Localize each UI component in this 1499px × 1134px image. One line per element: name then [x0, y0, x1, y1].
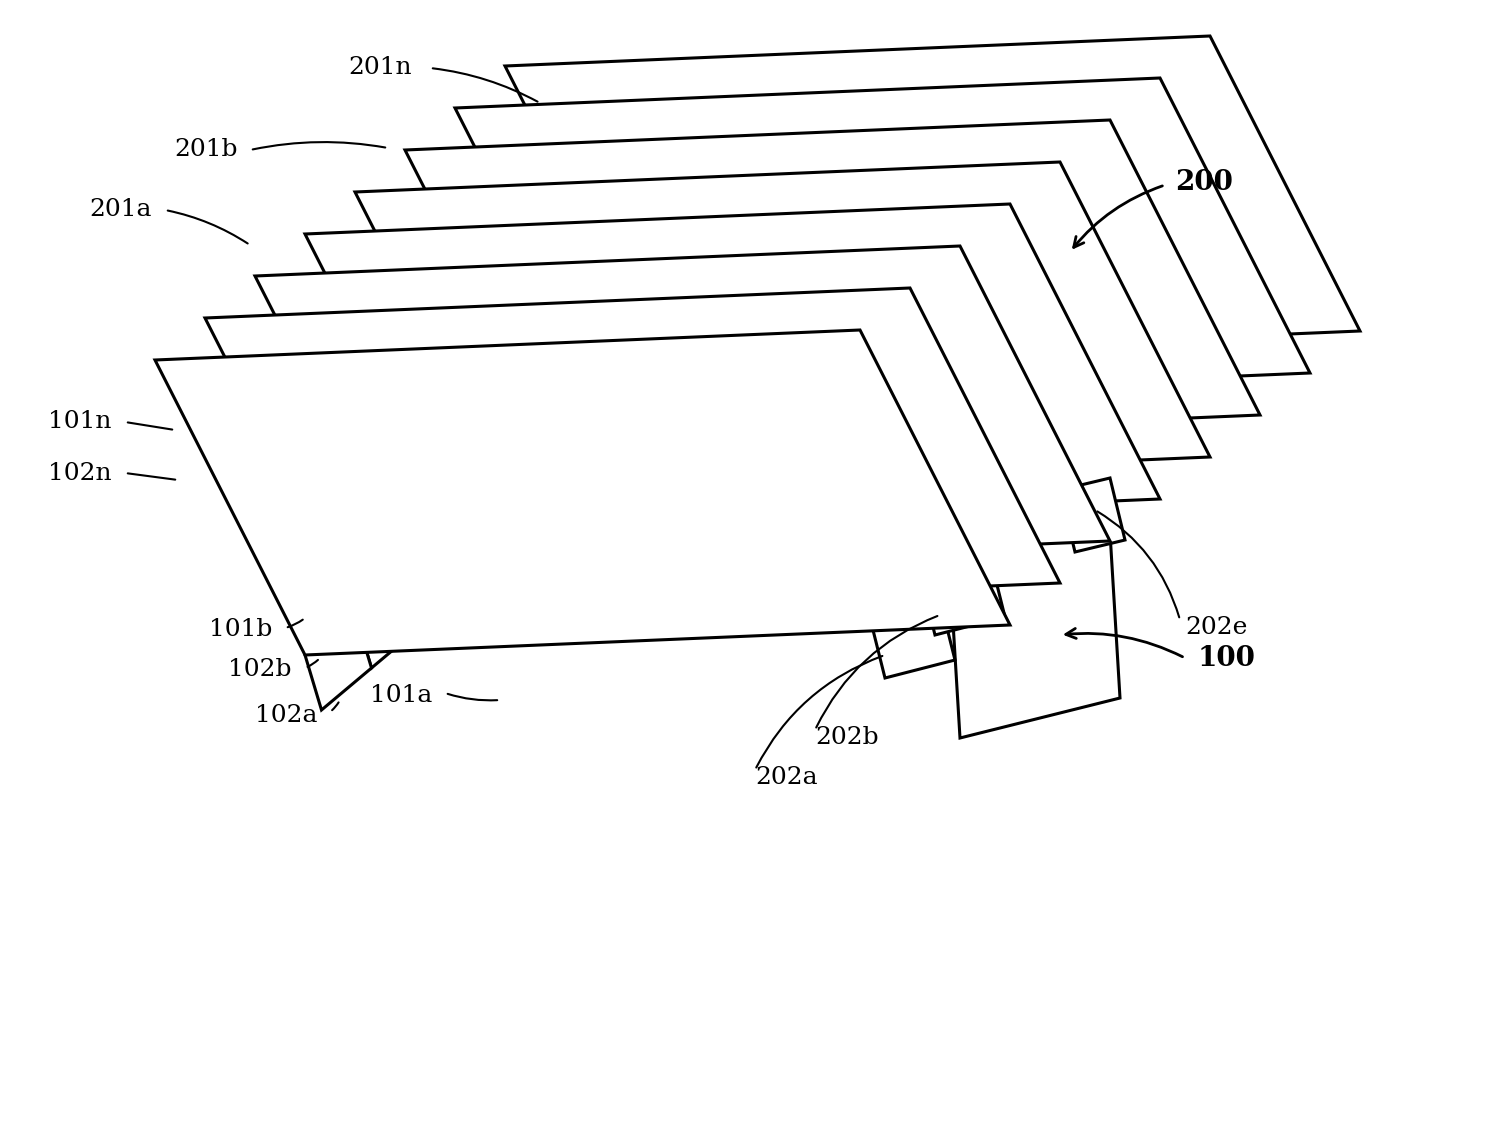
Text: 101a: 101a — [370, 684, 432, 706]
Polygon shape — [456, 486, 522, 584]
Polygon shape — [405, 120, 1261, 445]
Text: 202e: 202e — [1186, 617, 1247, 640]
Polygon shape — [606, 361, 672, 458]
Polygon shape — [505, 445, 571, 542]
Text: 201a: 201a — [90, 198, 151, 221]
Text: 100: 100 — [1198, 644, 1256, 671]
Text: 102a: 102a — [255, 703, 318, 727]
Polygon shape — [1060, 479, 1126, 552]
Polygon shape — [304, 204, 1160, 528]
Polygon shape — [456, 78, 1310, 403]
Polygon shape — [355, 162, 1210, 486]
Text: 200: 200 — [1175, 169, 1232, 196]
Text: 202a: 202a — [755, 767, 817, 789]
Polygon shape — [255, 246, 1109, 572]
Text: 101n: 101n — [48, 411, 112, 433]
Text: 201b: 201b — [174, 138, 238, 161]
Text: 201n: 201n — [348, 57, 412, 79]
Polygon shape — [405, 528, 472, 626]
Polygon shape — [920, 557, 1004, 635]
Text: 101b: 101b — [208, 618, 271, 642]
Polygon shape — [205, 288, 1060, 613]
Polygon shape — [505, 36, 1360, 361]
Polygon shape — [304, 613, 372, 710]
Polygon shape — [944, 450, 1120, 738]
Text: 202b: 202b — [815, 726, 878, 748]
Text: 102n: 102n — [48, 462, 112, 484]
Polygon shape — [154, 330, 1010, 655]
Polygon shape — [555, 403, 622, 500]
Text: 102b: 102b — [228, 659, 292, 682]
Polygon shape — [869, 600, 955, 678]
Polygon shape — [355, 572, 421, 668]
